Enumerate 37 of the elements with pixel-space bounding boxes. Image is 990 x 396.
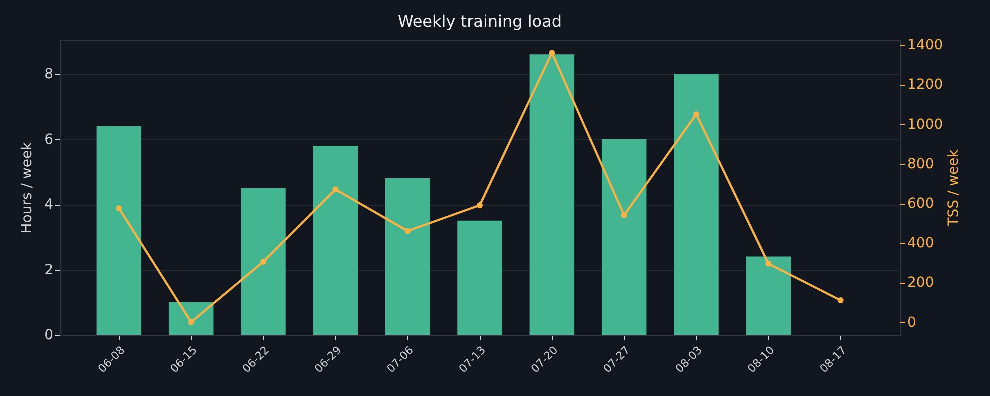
y-tick-label: 8 — [44, 66, 54, 83]
bar — [458, 220, 502, 335]
y2-tick-label: 800 — [908, 156, 934, 172]
point — [477, 202, 483, 209]
point — [188, 319, 194, 326]
y-axis-title: Hours / week — [20, 141, 36, 234]
bar — [746, 256, 792, 335]
y2-tick-label: 1000 — [908, 116, 944, 133]
bar — [385, 178, 430, 335]
bar — [168, 302, 214, 335]
point — [260, 258, 267, 265]
point — [549, 50, 556, 56]
bar — [530, 54, 575, 335]
bar — [602, 139, 647, 335]
y-tick-label: 6 — [44, 132, 54, 148]
point — [766, 260, 772, 267]
chart-title: Weekly training load — [398, 12, 562, 32]
y2-tick-label: 200 — [908, 275, 934, 292]
y-tick-label: 4 — [44, 197, 54, 214]
point — [838, 298, 844, 304]
y2-tick-label: 1200 — [908, 77, 944, 94]
point — [332, 186, 339, 193]
point — [116, 205, 122, 212]
point — [621, 212, 628, 218]
point — [693, 111, 700, 118]
y2-tick-label: 400 — [908, 236, 934, 252]
bar — [313, 146, 358, 335]
bar — [674, 74, 719, 335]
y2-tick-label: 0 — [908, 314, 916, 331]
point — [404, 228, 411, 234]
bar — [96, 126, 142, 335]
y-tick-label: 0 — [44, 328, 54, 344]
y2-tick-label: 600 — [908, 196, 934, 212]
y2-tick-label: 1400 — [908, 38, 944, 54]
y-tick-label: 2 — [44, 262, 54, 278]
y2-axis-title: TSS / week — [946, 148, 962, 228]
bar — [241, 188, 286, 335]
